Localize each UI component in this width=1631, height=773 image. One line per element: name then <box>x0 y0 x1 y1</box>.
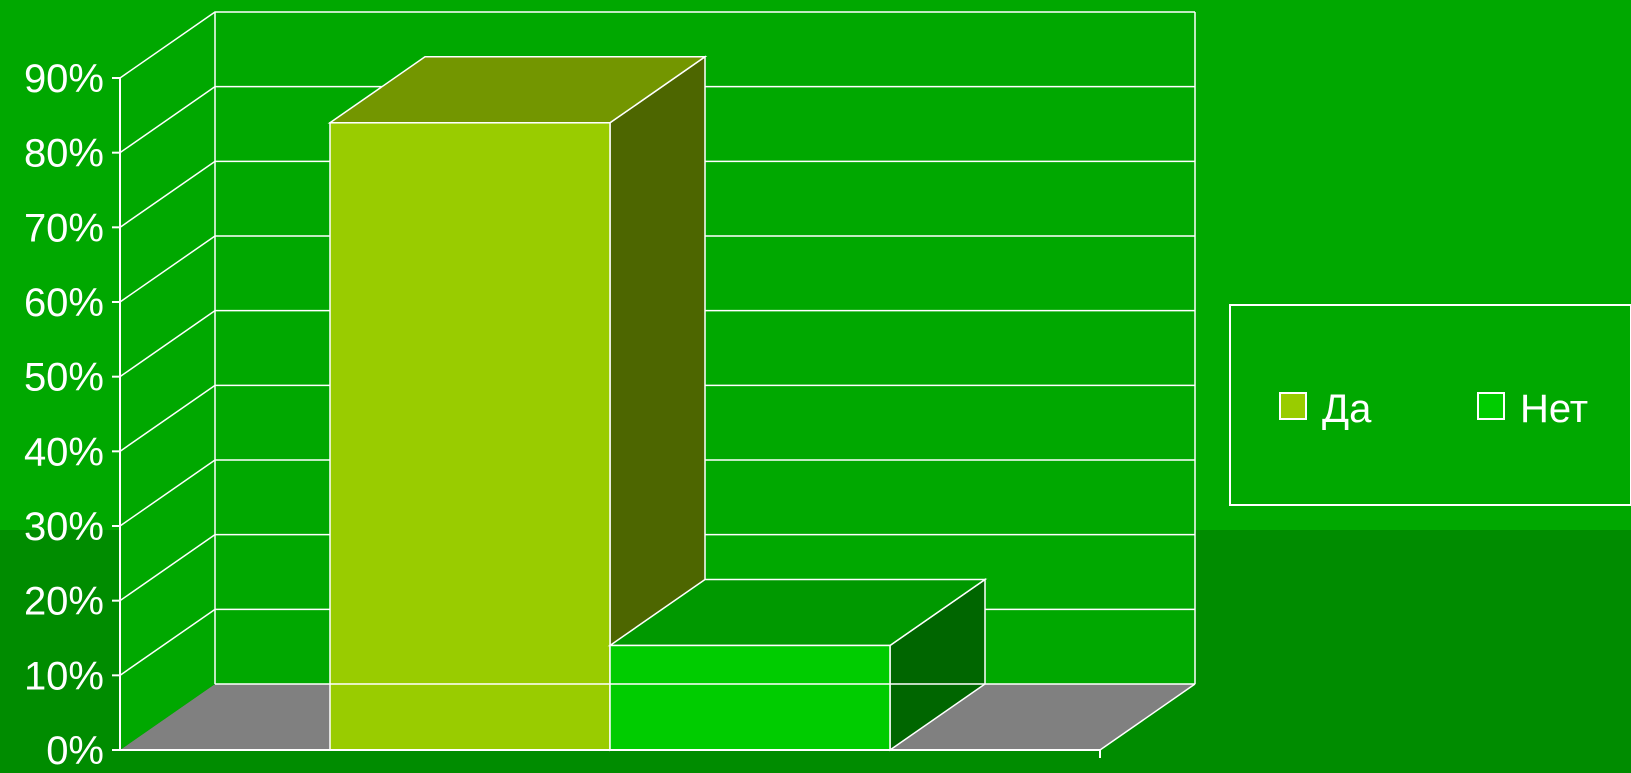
left-wall <box>120 12 215 750</box>
y-tick-label: 80% <box>24 132 104 176</box>
floor-right-edge <box>1099 683 1196 751</box>
bar-front <box>329 122 611 751</box>
legend-label-da: Да <box>1322 387 1372 431</box>
bars <box>327 55 988 752</box>
legend-swatch-da <box>1279 392 1307 420</box>
legend-label-net: Нет <box>1520 387 1588 431</box>
legend-swatch-net <box>1477 392 1505 420</box>
legend: Да Нет <box>1229 304 1631 506</box>
y-tick-label: 40% <box>24 430 104 474</box>
legend-box <box>1229 304 1631 506</box>
bar-front <box>609 644 891 751</box>
y-tick-label: 0% <box>46 729 104 773</box>
axes <box>119 12 1196 758</box>
bar-net <box>607 578 988 752</box>
y-tick-label: 70% <box>24 206 104 250</box>
y-tick-label: 20% <box>24 580 104 624</box>
y-tick-label: 50% <box>24 356 104 400</box>
bar-da <box>327 55 708 752</box>
y-tick-label: 30% <box>24 505 104 549</box>
y-axis-ticks: 0% 10% 20% 30% 40% 50% 60% 70% 80% 90% <box>24 57 120 773</box>
y-tick-label: 90% <box>24 57 104 101</box>
y-tick-label: 10% <box>24 654 104 698</box>
y-tick-label: 60% <box>24 281 104 325</box>
